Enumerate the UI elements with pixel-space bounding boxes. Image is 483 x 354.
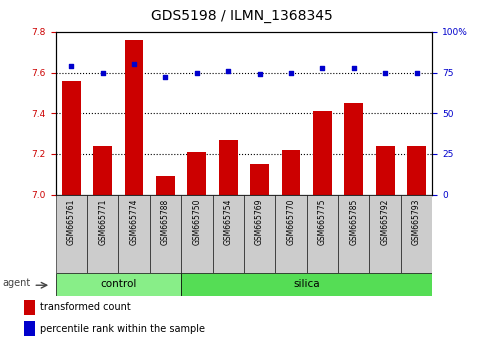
Text: GSM665775: GSM665775: [318, 199, 327, 245]
Point: [224, 68, 232, 74]
Text: GDS5198 / ILMN_1368345: GDS5198 / ILMN_1368345: [151, 9, 332, 23]
Point: [68, 63, 75, 69]
Bar: [376, 146, 395, 195]
Text: agent: agent: [3, 278, 31, 288]
Bar: [307, 195, 338, 273]
Bar: [219, 140, 238, 195]
Bar: [93, 146, 112, 195]
Bar: [250, 164, 269, 195]
Text: GSM665754: GSM665754: [224, 199, 233, 245]
Text: GSM665761: GSM665761: [67, 199, 76, 245]
Bar: [125, 40, 143, 195]
Bar: [338, 195, 369, 273]
Bar: [187, 152, 206, 195]
Text: transformed count: transformed count: [40, 302, 130, 313]
Text: GSM665769: GSM665769: [255, 199, 264, 245]
Bar: [24, 300, 35, 315]
Point: [193, 70, 201, 75]
Bar: [87, 195, 118, 273]
Bar: [156, 176, 175, 195]
Bar: [56, 273, 181, 296]
Bar: [24, 321, 35, 336]
Point: [256, 72, 264, 77]
Point: [99, 70, 107, 75]
Point: [319, 65, 327, 70]
Bar: [181, 195, 213, 273]
Text: GSM665750: GSM665750: [192, 199, 201, 245]
Point: [350, 65, 357, 70]
Bar: [401, 195, 432, 273]
Bar: [344, 103, 363, 195]
Point: [130, 62, 138, 67]
Bar: [62, 81, 81, 195]
Bar: [181, 273, 432, 296]
Bar: [407, 146, 426, 195]
Text: GSM665793: GSM665793: [412, 199, 421, 245]
Text: silica: silica: [293, 279, 320, 289]
Text: GSM665770: GSM665770: [286, 199, 296, 245]
Point: [287, 70, 295, 75]
Text: control: control: [100, 279, 137, 289]
Bar: [56, 195, 87, 273]
Text: GSM665792: GSM665792: [381, 199, 390, 245]
Point: [412, 70, 420, 75]
Bar: [313, 111, 332, 195]
Bar: [150, 195, 181, 273]
Bar: [244, 195, 275, 273]
Bar: [213, 195, 244, 273]
Text: percentile rank within the sample: percentile rank within the sample: [40, 324, 205, 334]
Point: [161, 75, 170, 80]
Bar: [369, 195, 401, 273]
Bar: [118, 195, 150, 273]
Text: GSM665785: GSM665785: [349, 199, 358, 245]
Text: GSM665788: GSM665788: [161, 199, 170, 245]
Bar: [282, 150, 300, 195]
Text: GSM665774: GSM665774: [129, 199, 139, 245]
Point: [382, 70, 389, 75]
Text: GSM665771: GSM665771: [98, 199, 107, 245]
Bar: [275, 195, 307, 273]
